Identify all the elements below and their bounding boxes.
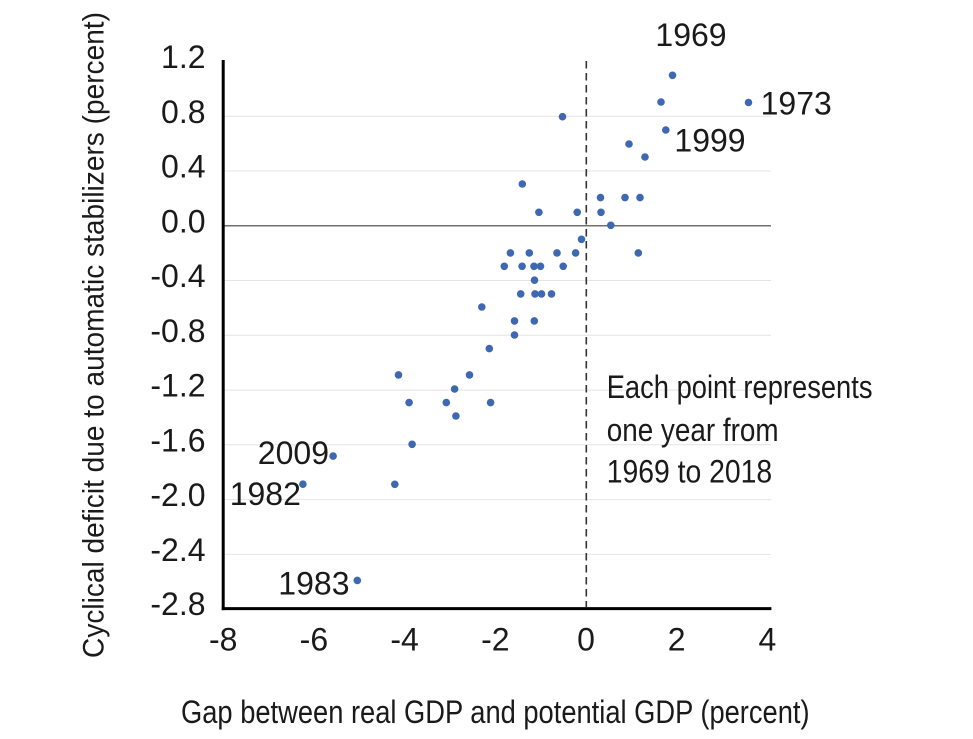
svg-text:-1.6: -1.6 xyxy=(150,422,205,458)
svg-text:0: 0 xyxy=(577,622,595,658)
svg-text:4: 4 xyxy=(759,622,777,658)
svg-text:2: 2 xyxy=(668,622,686,658)
svg-text:Each point represents: Each point represents xyxy=(607,370,873,405)
svg-text:1.2: 1.2 xyxy=(161,39,205,75)
svg-text:1983: 1983 xyxy=(278,566,349,602)
svg-text:1969 to 2018: 1969 to 2018 xyxy=(607,455,772,490)
svg-text:-2.4: -2.4 xyxy=(150,532,205,568)
svg-text:-4: -4 xyxy=(390,622,418,658)
svg-text:1973: 1973 xyxy=(761,85,832,121)
svg-text:Gap between real GDP and poten: Gap between real GDP and potential GDP (… xyxy=(181,695,810,731)
svg-text:-6: -6 xyxy=(300,622,328,658)
svg-text:1969: 1969 xyxy=(655,17,726,53)
svg-text:0.4: 0.4 xyxy=(161,149,205,185)
svg-text:1999: 1999 xyxy=(674,122,745,158)
svg-text:Cyclical deficit due to automa: Cyclical deficit due to automatic stabil… xyxy=(77,12,110,658)
svg-text:1982: 1982 xyxy=(230,476,301,512)
svg-text:0.8: 0.8 xyxy=(161,94,205,130)
svg-text:2009: 2009 xyxy=(258,435,329,471)
svg-text:0.0: 0.0 xyxy=(161,203,205,239)
svg-text:-2: -2 xyxy=(481,622,509,658)
svg-text:-0.8: -0.8 xyxy=(150,313,205,349)
svg-text:-8: -8 xyxy=(209,622,237,658)
svg-text:one year from: one year from xyxy=(607,413,779,448)
svg-text:-2.0: -2.0 xyxy=(150,477,205,513)
svg-text:-0.4: -0.4 xyxy=(150,258,205,294)
svg-text:-1.2: -1.2 xyxy=(150,368,205,404)
svg-text:-2.8: -2.8 xyxy=(150,586,205,622)
